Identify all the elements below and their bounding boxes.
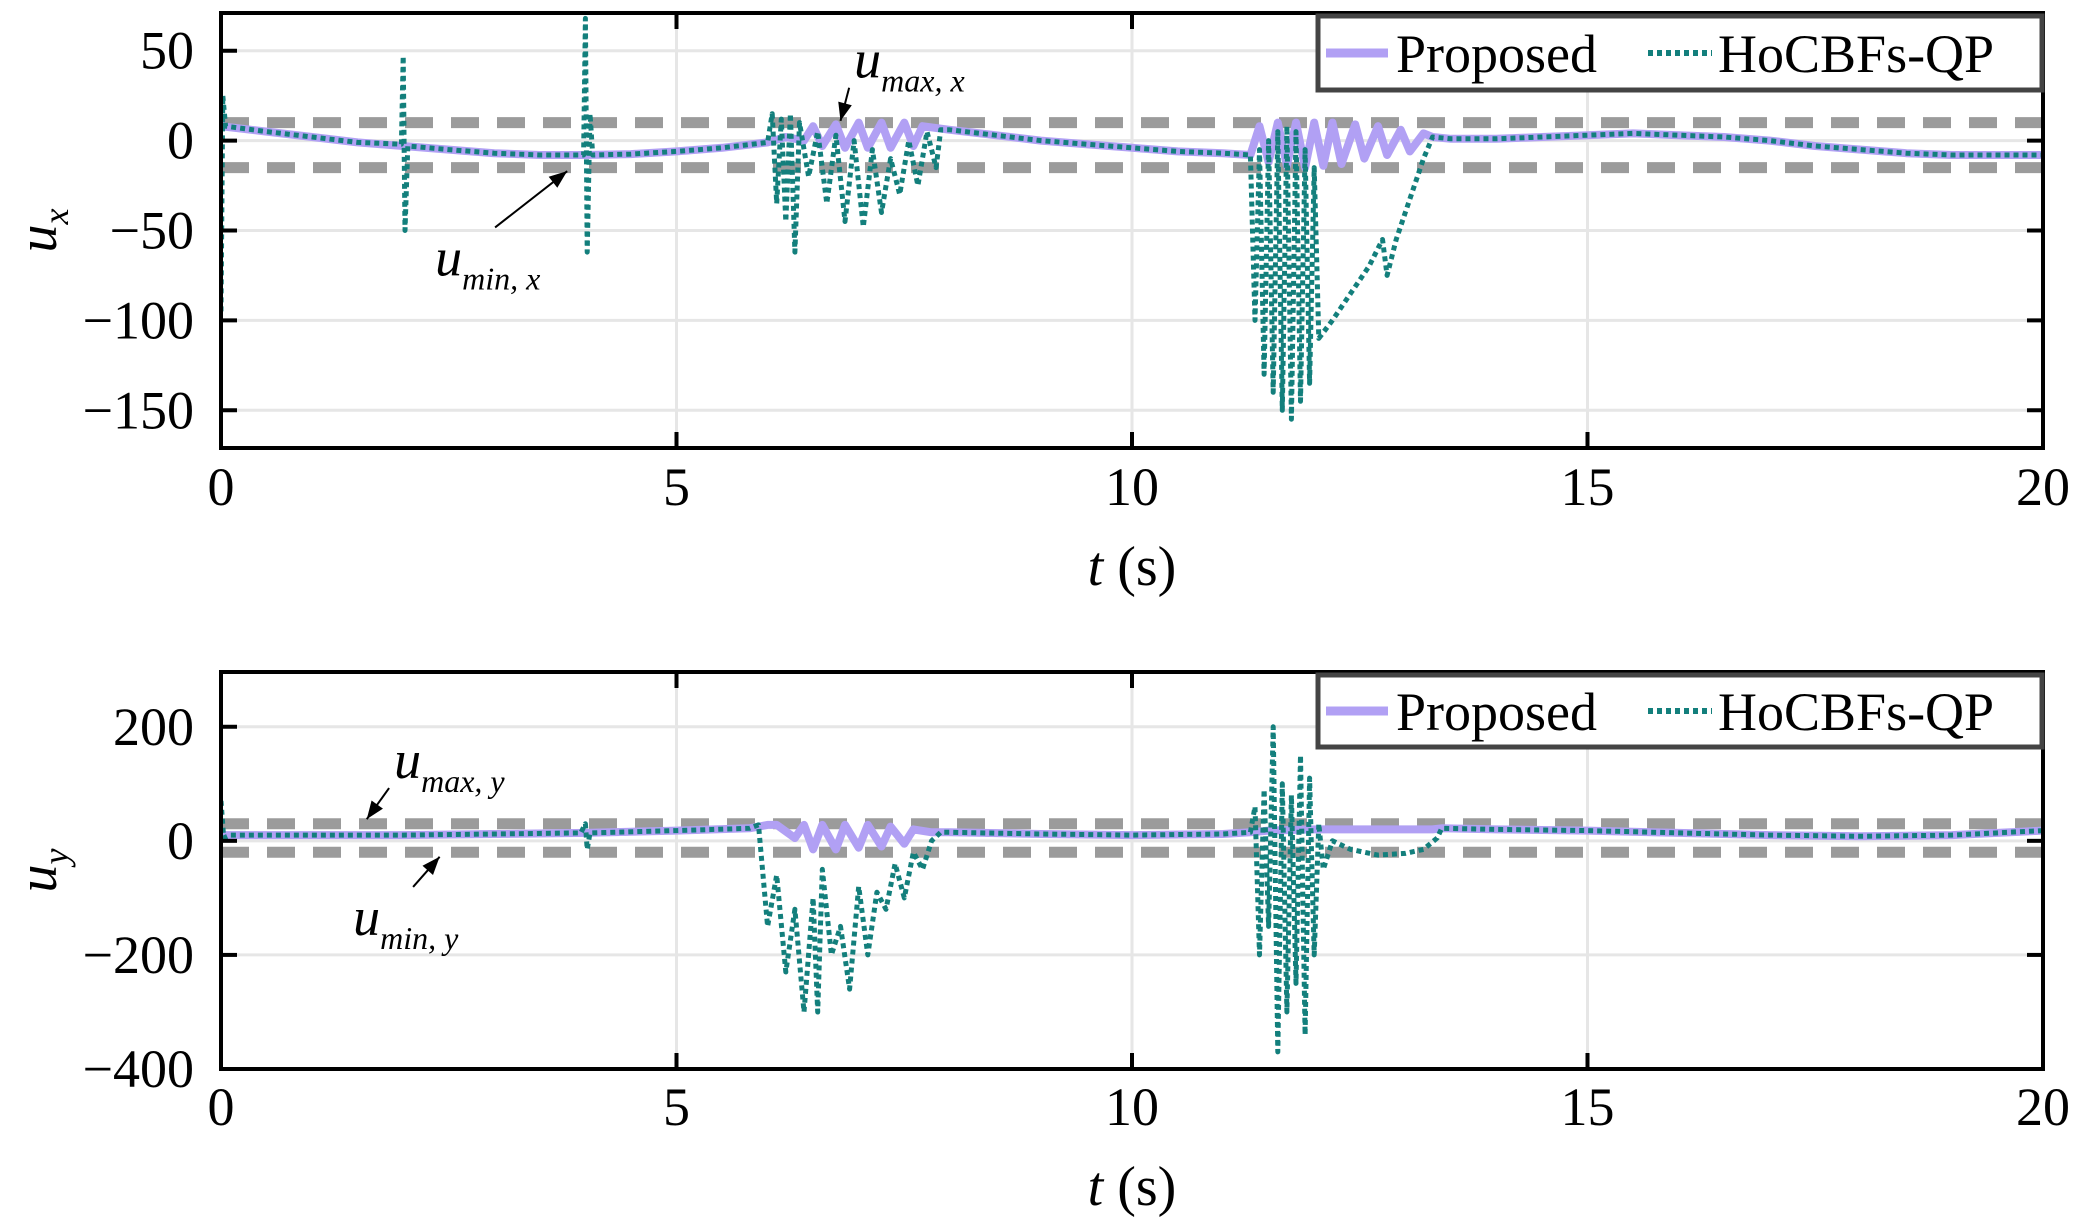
annotation-main: u [854,30,881,90]
y-tick-label: −200 [83,925,194,985]
bounds [221,117,2043,174]
legend: Proposed HoCBFs-QP [1315,13,2045,93]
x-axis-label: t (s) [1088,536,1177,598]
legend-label: Proposed [1396,24,1597,84]
y-axis-label: ux [7,208,76,252]
annotation-main: u [435,227,462,287]
y-tick-label: 0 [167,811,194,871]
y-tick-label: −100 [83,290,194,350]
y-axis-label: uy [7,848,76,892]
y-tick-label: 50 [140,21,194,81]
annotation-umin-x: umin, x [435,227,540,296]
annotation-umax-y: umax, y [394,730,505,799]
legend: Proposed HoCBFs-QP [1315,672,2045,750]
x-axis-label-var: t [1088,536,1118,598]
legend-label: Proposed [1396,682,1597,742]
annotation-arrow-head [838,101,852,121]
x-tick-label: 10 [1105,457,1159,517]
y-tick-label: −50 [110,201,194,261]
x-tick-label: 0 [208,1077,235,1137]
y-axis-label-sub: x [36,208,76,225]
x-tick-label: 15 [1561,457,1615,517]
legend-label: HoCBFs-QP [1718,24,1994,84]
y-tick-label: 0 [167,111,194,171]
x-tick-label: 10 [1105,1077,1159,1137]
series-proposed [221,820,2043,854]
x-axis-label-unit: (s) [1117,536,1176,598]
y-axis-label-var: u [7,224,69,252]
bounds [221,818,2043,858]
annotation-arrow-head [422,856,440,875]
legend-label: HoCBFs-QP [1718,682,1994,742]
x-axis-label: t (s) [1088,1156,1177,1218]
y-tick-label: −150 [83,380,194,440]
annotation-sub: max, y [421,763,505,799]
series-hocbfs-qp [221,724,2043,1055]
x-tick-label: 15 [1561,1077,1615,1137]
x-tick-label: 20 [2016,457,2070,517]
x-tick-label: 20 [2016,1077,2070,1137]
y-axis-label-sub: y [36,848,76,867]
annotation-sub: max, x [881,63,965,99]
x-tick-label: 0 [208,457,235,517]
annotation-arrow-head [548,171,568,188]
x-axis-label-var: t [1088,1156,1118,1218]
y-tick-label: 200 [113,697,194,757]
x-tick-label: 5 [663,1077,690,1137]
y-axis-label-var: u [7,864,69,892]
annotation-arrow-head [366,800,383,820]
series-group [221,15,2043,422]
series-hocbfs-qp [221,15,2043,422]
y-tick-label: −400 [83,1039,194,1099]
annotation-sub: min, x [462,260,540,296]
series-group [221,724,2043,1055]
annotation-main: u [353,887,380,947]
annotation-umin-y: umin, y [353,887,459,956]
x-tick-label: 5 [663,457,690,517]
annotation-umax-x: umax, x [854,30,965,99]
x-axis-label-unit: (s) [1117,1156,1176,1218]
annotation-main: u [394,730,421,790]
annotation-sub: min, y [380,920,459,956]
